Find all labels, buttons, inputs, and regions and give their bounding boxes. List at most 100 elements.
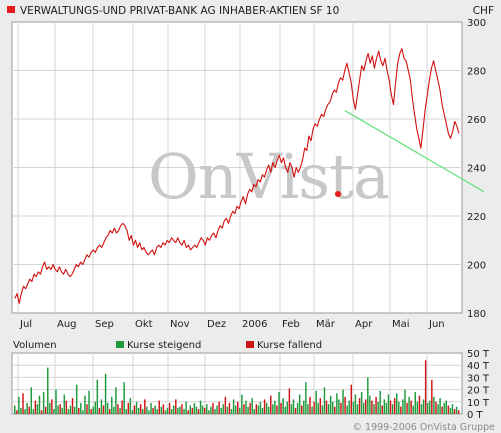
volume-y-tick-label: 10 T	[467, 398, 490, 409]
volume-bars	[14, 360, 460, 414]
volume-bar	[156, 409, 158, 414]
price-grid	[12, 22, 462, 313]
volume-bar	[369, 395, 371, 414]
volume-bar	[327, 404, 330, 414]
volume-bar	[243, 404, 245, 414]
volume-bar	[453, 409, 456, 414]
volume-bar	[65, 400, 68, 414]
falling-swatch	[246, 341, 254, 348]
volume-bar	[315, 390, 317, 414]
month-tick-label: Aug	[57, 319, 77, 330]
volume-bar	[426, 403, 429, 414]
volume-bar	[402, 399, 404, 414]
volume-bar	[123, 382, 125, 414]
volume-bar	[82, 410, 84, 414]
price-y-tick-label: 240	[467, 164, 486, 175]
volume-y-tick-label: 20 T	[467, 386, 490, 397]
month-tick-label: Apr	[355, 319, 373, 330]
volume-bar	[67, 409, 70, 414]
volume-bar	[125, 409, 127, 414]
volume-bar	[197, 409, 200, 414]
chart-title: VERWALTUNGS-UND PRIVAT-BANK AG INHABER-A…	[20, 5, 339, 17]
volume-bar	[160, 406, 163, 414]
volume-bar	[391, 404, 394, 414]
volume-bar	[59, 404, 61, 414]
volume-bar	[313, 401, 315, 414]
title-marker	[7, 6, 15, 13]
volume-label: Volumen	[13, 340, 57, 351]
volume-bar	[92, 406, 94, 414]
volume-bar	[338, 399, 340, 414]
volume-bar	[451, 404, 454, 414]
volume-bar	[104, 373, 107, 414]
volume-bar	[170, 409, 173, 414]
volume-bar	[32, 409, 35, 414]
volume-bar	[276, 405, 278, 414]
volume-bar	[383, 399, 386, 414]
volume-bar	[121, 400, 123, 414]
volume-bar	[321, 405, 324, 414]
onvista-watermark: OnVista	[148, 140, 389, 213]
volume-bar	[309, 396, 311, 414]
volume-bar	[358, 398, 361, 414]
volume-bar	[57, 405, 59, 414]
volume-bar	[47, 367, 49, 414]
volume-bar	[449, 407, 452, 414]
volume-bar	[284, 406, 286, 414]
volume-bar	[387, 394, 390, 414]
volume-y-tick-label: 40 T	[467, 361, 490, 372]
volume-bar	[61, 407, 63, 414]
volume-bar	[379, 390, 381, 414]
volume-bar	[158, 400, 160, 414]
volume-bar	[142, 409, 144, 414]
price-axis-labels: 180 200 220 240 260 280 300	[467, 18, 486, 320]
volume-bar	[90, 409, 92, 414]
volume-bar	[28, 406, 30, 414]
volume-bar	[177, 407, 179, 414]
volume-bar	[371, 400, 373, 414]
volume-bar	[226, 406, 229, 414]
volume-bar	[418, 395, 421, 414]
volume-bar	[148, 410, 150, 414]
month-tick-label: Feb	[282, 319, 300, 330]
volume-bar	[216, 405, 218, 414]
volume-bar	[26, 403, 28, 414]
price-y-tick-label: 200	[467, 261, 486, 272]
volume-bar	[100, 399, 103, 414]
volume-bar	[237, 401, 239, 414]
volume-bar	[241, 394, 243, 414]
volume-bar	[253, 409, 255, 414]
price-y-tick-label: 300	[467, 18, 486, 29]
volume-bar	[53, 409, 55, 414]
volume-bar	[443, 403, 445, 414]
volume-bar	[346, 405, 348, 414]
volume-bar	[164, 410, 167, 414]
trend-line	[344, 109, 485, 193]
volume-bar	[408, 396, 410, 414]
volume-bar	[152, 407, 154, 414]
volume-bar	[102, 405, 105, 414]
price-y-tick-label: 180	[467, 309, 486, 320]
volume-bar	[166, 407, 169, 414]
volume-bar	[261, 407, 264, 414]
volume-bar	[272, 404, 274, 414]
volume-bar	[51, 399, 53, 414]
volume-bar	[206, 404, 208, 414]
volume-bar	[292, 399, 295, 414]
volume-bar	[294, 407, 297, 414]
volume-bar	[154, 405, 156, 414]
volume-bar	[191, 407, 194, 414]
volume-bar	[24, 409, 26, 414]
watermark-dot	[335, 191, 341, 197]
volume-bar	[431, 379, 433, 414]
volume-bar	[55, 389, 57, 414]
rising-swatch	[116, 341, 124, 348]
volume-bar	[63, 394, 66, 414]
volume-bar	[222, 404, 225, 414]
volume-bar	[119, 407, 121, 414]
volume-bar	[435, 401, 437, 414]
volume-bar	[199, 400, 202, 414]
month-tick-label: Mai	[392, 319, 410, 330]
volume-bar	[139, 404, 142, 414]
volume-bar	[150, 403, 152, 414]
